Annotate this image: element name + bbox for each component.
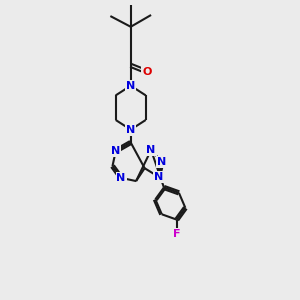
Text: N: N [157,157,167,167]
Text: N: N [126,124,135,135]
Text: O: O [142,67,152,77]
Text: N: N [116,173,126,183]
Text: N: N [154,172,163,182]
Text: N: N [111,146,120,156]
Text: N: N [146,145,156,155]
Text: N: N [126,81,135,91]
Text: F: F [173,229,181,238]
